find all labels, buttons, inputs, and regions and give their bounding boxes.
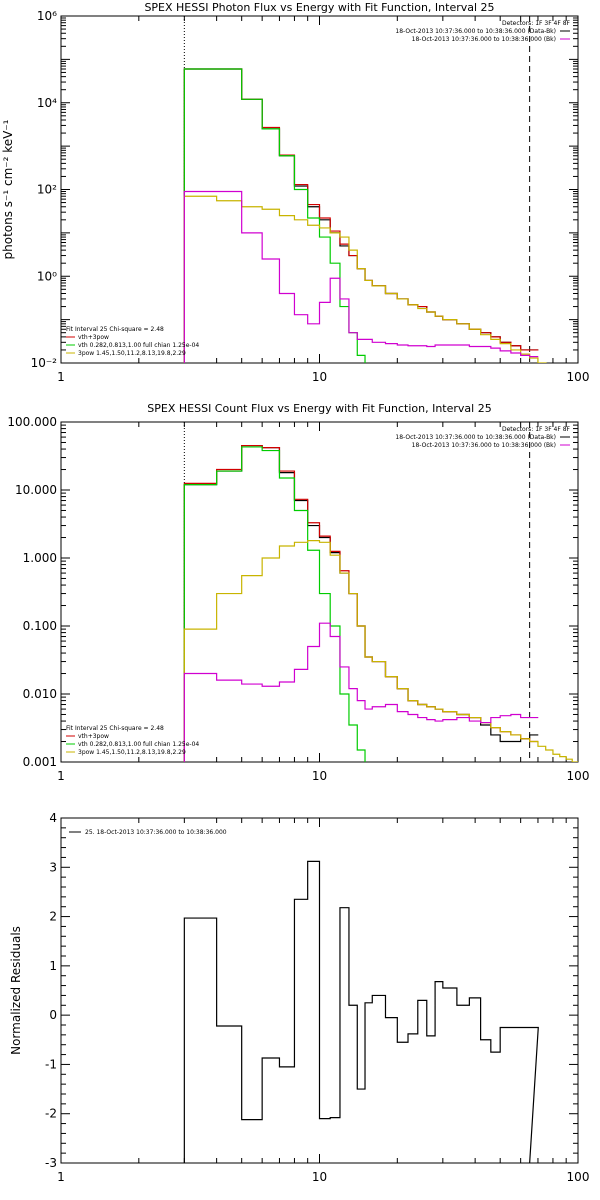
x-ticks	[60, 16, 567, 363]
x-tick-label: 1	[57, 769, 65, 783]
y-tick-label: 0.010	[23, 687, 57, 701]
y-tick-label: 3	[49, 860, 57, 874]
y-ticks	[61, 817, 578, 1164]
legend-item: 25. 18-Oct-2013 10:37:36.000 to 10:38:36…	[85, 829, 227, 836]
series-bk	[183, 622, 539, 762]
series-vth-3pow	[183, 68, 539, 363]
y-tick-label: 100.000	[7, 415, 57, 429]
y-ticks	[61, 424, 578, 763]
y-axis-label: photons s⁻¹ cm⁻² keV⁻¹	[1, 119, 15, 259]
y-tick-label: -2	[45, 1107, 57, 1121]
series-residuals	[183, 860, 539, 1163]
y-tick-label: -1	[45, 1057, 57, 1071]
legend-item: Detectors: 1F 3F 4F 8F	[502, 426, 571, 433]
y-tick-label: 0	[49, 1008, 57, 1022]
y-tick-label: 10⁴	[37, 96, 57, 110]
y-tick-label: 10⁻²	[31, 356, 58, 370]
x-tick-label: 100	[567, 769, 590, 783]
y-tick-label: 0.001	[23, 755, 57, 769]
x-tick-label: 10	[312, 1170, 327, 1184]
chart-title: SPEX HESSI Count Flux vs Energy with Fit…	[147, 402, 491, 415]
x-tick-label: 100	[567, 1170, 590, 1184]
residuals-panel: 1 10 100 -3 -2 -1 0 1 2 3 4 Normalized Residuals 25.…	[9, 811, 589, 1184]
legend-item: vth 0.282,0.813,1.00 full chian 1.25e-04	[78, 342, 199, 349]
x-tick-label: 100	[567, 370, 590, 384]
y-tick-label: 10⁶	[37, 9, 57, 23]
legend-item: 18-Oct-2013 10:37:36.000 to 10:38:36.000…	[395, 28, 556, 35]
x-tick-label: 10	[312, 370, 327, 384]
photon-flux-panel: SPEX HESSI Photon Flux vs Energy with Fi…	[1, 1, 589, 384]
series-bk	[183, 190, 539, 363]
count-flux-panel: SPEX HESSI Count Flux vs Energy with Fit…	[7, 402, 589, 783]
legend-item: vth+3pow	[78, 334, 109, 341]
y-tick-label: 10⁰	[37, 269, 57, 283]
series-vth	[183, 446, 366, 762]
series-3pow	[183, 195, 547, 363]
legend-item: 3pow 1.45,1.50,11.2,8.13,19.8,2.29	[78, 350, 186, 357]
series-data-bk	[183, 444, 539, 762]
y-ticks	[61, 17, 578, 364]
y-axis-label: Normalized Residuals	[9, 926, 23, 1055]
y-tick-label: 10.000	[15, 483, 57, 497]
legend-item: Fit Interval 25 Chi-square = 2.48	[66, 326, 164, 333]
legend-item: vth 0.282,0.813,1.00 full chian 1.25e-04	[78, 741, 199, 748]
series-3pow	[183, 540, 578, 762]
y-tick-label: 4	[49, 811, 57, 825]
y-tick-label: -3	[45, 1156, 57, 1170]
legend-item: 18-Oct-2013 10:37:36.000 to 10:38:36.000…	[412, 36, 556, 43]
legend-item: 3pow 1.45,1.50,11.2,8.13,19.8,2.29	[78, 749, 186, 756]
series-vth-3pow	[183, 444, 539, 762]
legend-item: Fit Interval 25 Chi-square = 2.48	[66, 725, 164, 732]
series-data-bk	[183, 68, 539, 363]
y-tick-label: 1.000	[23, 551, 57, 565]
legend-item: 18-Oct-2013 10:37:36.000 to 10:38:36.000…	[412, 442, 556, 449]
x-tick-label: 1	[57, 1170, 65, 1184]
y-tick-label: 1	[49, 959, 57, 973]
y-tick-label: 0.100	[23, 619, 57, 633]
legend-item: Detectors: 1F 3F 4F 8F	[502, 20, 571, 27]
series-vth	[183, 68, 366, 363]
legend-item: 18-Oct-2013 10:37:36.000 to 10:38:36.000…	[395, 434, 556, 441]
x-tick-label: 1	[57, 370, 65, 384]
y-tick-label: 10²	[37, 183, 57, 197]
x-ticks	[60, 818, 567, 1163]
x-ticks	[60, 422, 567, 762]
x-tick-label: 10	[312, 769, 327, 783]
legend-item: vth+3pow	[78, 733, 109, 740]
y-tick-label: 2	[49, 910, 57, 924]
chart-title: SPEX HESSI Photon Flux vs Energy with Fi…	[144, 1, 494, 14]
